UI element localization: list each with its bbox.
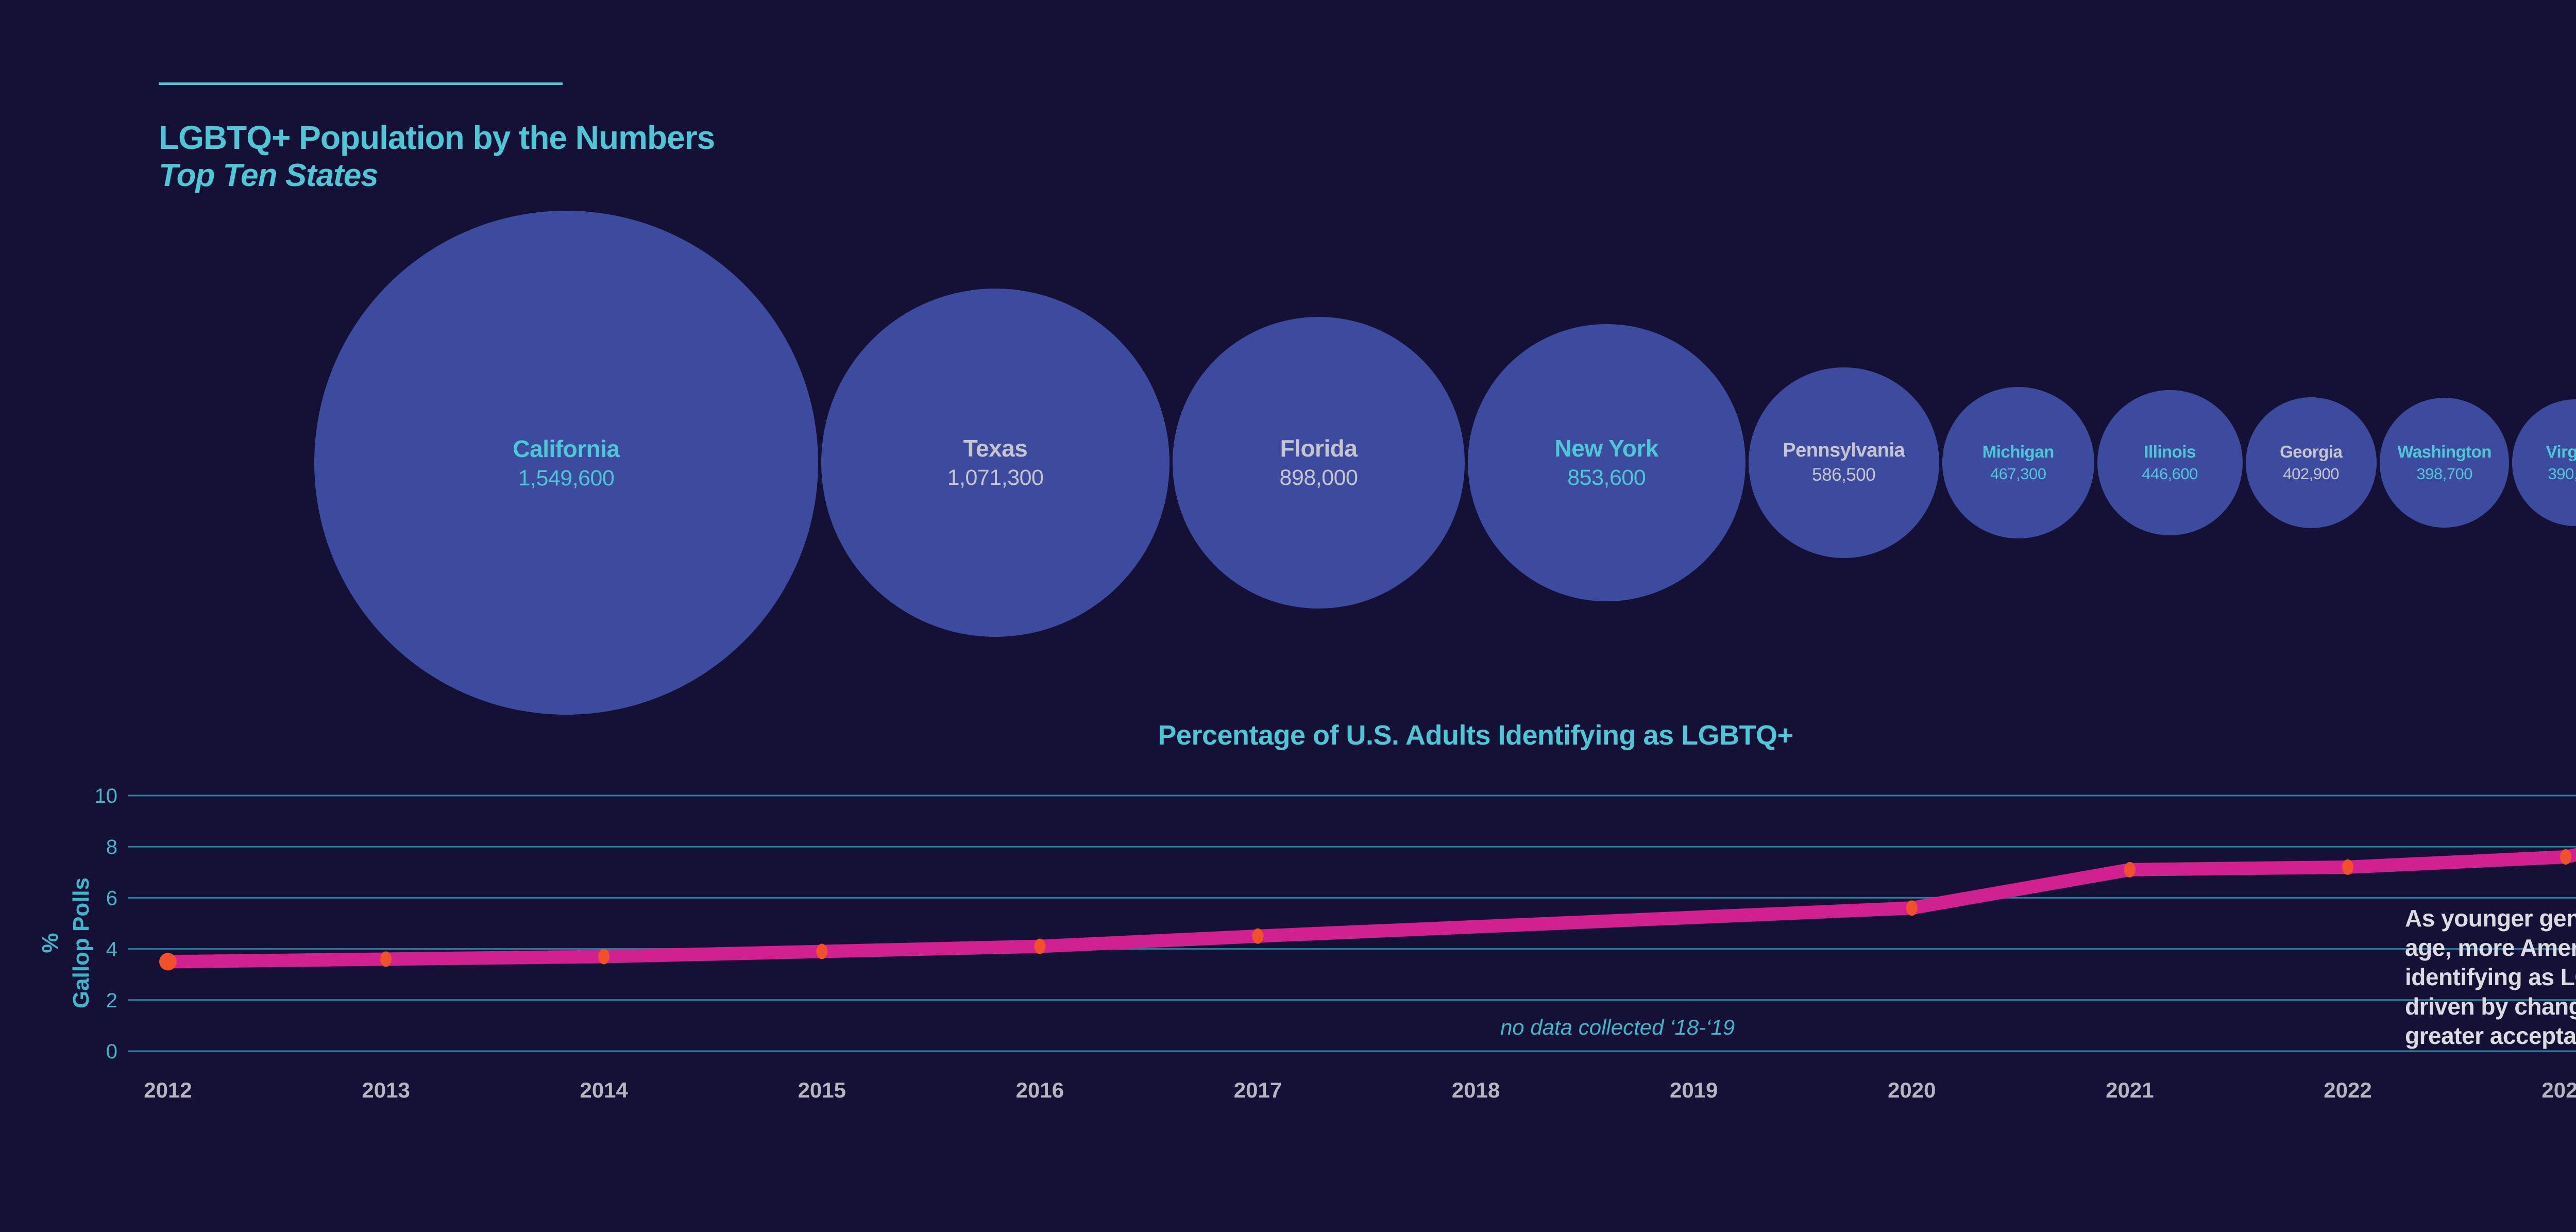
bubble-california: California 1,549,600 (314, 211, 818, 715)
y-tick-label: 4 (106, 938, 117, 961)
y-tick-label: 0 (106, 1040, 117, 1063)
x-year-label: 2020 (1888, 1078, 1936, 1102)
chart-annotation: As younger generations come ofage, more … (2405, 904, 2576, 1051)
x-year-label: 2019 (1670, 1078, 1718, 1102)
page-title: LGBTQ+ Population by the Numbers (159, 119, 715, 156)
y-axis-label: % (38, 933, 63, 953)
data-point-dot (1906, 900, 1918, 916)
bubble-state-name: Texas (963, 435, 1028, 462)
bubble-state-value: 1,071,300 (947, 465, 1044, 491)
x-year-label: 2015 (798, 1078, 846, 1102)
x-year-label: 2013 (362, 1078, 410, 1102)
x-year-label: 2012 (144, 1078, 192, 1102)
y-tick-label: 8 (106, 836, 117, 858)
bubble-state-name: Virginia (2546, 442, 2576, 461)
bubble-state-name: California (513, 435, 620, 462)
data-point-dot (816, 943, 828, 959)
bubble-texas: Texas 1,071,300 (821, 288, 1170, 637)
line-chart-title: Percentage of U.S. Adults Identifying as… (1158, 720, 1793, 751)
annotation-line: driven by changing attitudes and (2405, 993, 2576, 1020)
bubble-state-value: 586,500 (1812, 465, 1876, 485)
x-year-label: 2016 (1016, 1078, 1064, 1102)
bubble-state-value: 853,600 (1567, 465, 1646, 491)
y-tick-label: 10 (95, 785, 118, 807)
data-point-dot (2560, 849, 2572, 865)
bubble-georgia: Georgia 402,900 (2245, 397, 2377, 529)
x-year-label: 2023 (2541, 1078, 2576, 1102)
annotation-line: identifying as LGBTQ+, a shift (2405, 964, 2576, 990)
bubble-state-value: 398,700 (2416, 464, 2472, 483)
bubble-washington: Washington 398,700 (2379, 398, 2510, 528)
trend-line (167, 848, 2576, 969)
bubble-state-value: 898,000 (1279, 465, 1358, 491)
bubble-michigan: Michigan 467,300 (1942, 386, 2094, 539)
bubble-state-value: 467,300 (1990, 464, 2046, 483)
bubble-new-york: New York 853,600 (1467, 324, 1745, 602)
bubble-state-name: Washington (2397, 442, 2492, 461)
title-accent-rule (159, 82, 563, 85)
data-point-dot (380, 951, 392, 967)
annotation-line: greater acceptance across society. (2405, 1022, 2576, 1049)
data-point-dot (1252, 928, 1264, 944)
bubble-state-value: 390,700 (2548, 464, 2576, 483)
x-year-label: 2014 (580, 1078, 628, 1102)
annotation-line: age, more Americans are openly (2405, 934, 2576, 961)
bubble-state-name: Illinois (2144, 442, 2196, 461)
bubble-state-name: Pennsylvania (1783, 440, 1905, 462)
x-year-label: 2017 (1234, 1078, 1282, 1102)
bubble-state-value: 446,600 (2142, 464, 2198, 483)
x-year-label: 2022 (2324, 1078, 2371, 1102)
data-point-dot (2124, 862, 2136, 877)
data-point-dot (598, 949, 610, 965)
bubble-state-name: New York (1554, 435, 1659, 462)
bubble-florida: Florida 898,000 (1173, 316, 1465, 609)
data-point-dot (1034, 938, 1046, 954)
bubble-pennsylvania: Pennsylvania 586,500 (1748, 367, 1939, 559)
y-tick-label: 2 (106, 989, 117, 1012)
bubble-state-name: Georgia (2280, 442, 2343, 461)
x-year-label: 2018 (1452, 1078, 1500, 1102)
bubble-state-name: Florida (1280, 435, 1358, 462)
gap-note: no data collected ‘18-‘19 (1500, 1015, 1735, 1039)
x-year-label: 2021 (2106, 1078, 2154, 1102)
bubble-state-value: 402,900 (2283, 464, 2339, 483)
bubble-illinois: Illinois 446,600 (2097, 390, 2243, 535)
y-tick-label: 6 (106, 887, 117, 909)
page-subtitle: Top Ten States (159, 158, 379, 193)
annotation-line: As younger generations come of (2405, 905, 2576, 932)
data-point-dot (159, 953, 177, 971)
bubble-state-name: Michigan (1982, 442, 2055, 461)
bubble-state-value: 1,549,600 (518, 465, 615, 491)
y-axis-label: Gallop Polls (69, 877, 94, 1008)
data-point-dot (2342, 859, 2353, 875)
